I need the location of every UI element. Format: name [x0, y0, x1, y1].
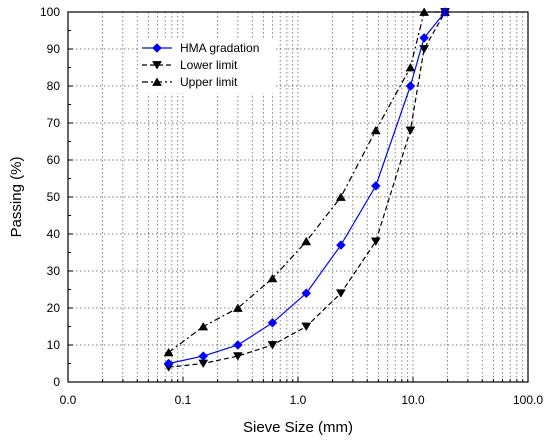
- legend-marker-lower-limit: [152, 61, 162, 70]
- y-tick-label: 70: [47, 116, 61, 130]
- series-hma-gradation: [163, 7, 450, 369]
- y-tick-label: 50: [47, 190, 61, 204]
- y-tick-label: 40: [47, 227, 61, 241]
- x-tick-label: 100.0: [513, 393, 543, 407]
- data-point-lower-limit: [232, 352, 243, 361]
- legend-marker-upper-limit: [152, 77, 162, 86]
- data-point-upper-limit: [232, 303, 243, 312]
- data-point-upper-limit: [301, 236, 312, 246]
- data-point-lower-limit: [267, 341, 278, 350]
- series-line-upper-limit: [168, 11, 446, 353]
- data-point-lower-limit: [198, 359, 209, 369]
- data-point-hma-gradation: [370, 181, 381, 191]
- legend-label-hma-gradation: HMA gradation: [180, 41, 259, 55]
- data-point-upper-limit: [335, 192, 346, 201]
- legend-marker-hma-gradation: [152, 43, 162, 53]
- x-tick-label: 10.0: [401, 393, 425, 407]
- legend: HMA gradation Lower limit Upper limit: [138, 38, 276, 93]
- y-tick-label: 60: [47, 153, 61, 167]
- data-point-hma-gradation: [198, 351, 209, 361]
- series-line-lower-limit: [168, 11, 446, 368]
- grid: [68, 12, 528, 382]
- data-point-hma-gradation: [267, 317, 278, 328]
- axis-ticks: 0.0 0.1 1.0 10.0 100.0 0 10 20 30 40 50 60 70 80 90 100: [40, 5, 543, 407]
- x-tick-label: 0.0: [60, 393, 77, 407]
- data-point-hma-gradation: [301, 288, 312, 299]
- legend-label-lower-limit: Lower limit: [180, 58, 238, 72]
- data-point-upper-limit: [163, 347, 174, 357]
- x-tick-label: 0.1: [175, 393, 192, 407]
- x-axis-title: Sieve Size (mm): [243, 419, 353, 436]
- y-tick-label: 90: [47, 42, 61, 56]
- data-point-hma-gradation: [336, 240, 346, 250]
- data-point-upper-limit: [370, 125, 381, 135]
- data-point-lower-limit: [301, 322, 312, 332]
- series-layer: [163, 7, 450, 372]
- y-tick-label: 20: [47, 301, 61, 315]
- data-point-lower-limit: [335, 289, 346, 298]
- data-point-upper-limit: [198, 321, 209, 331]
- x-tick-label: 1.0: [290, 393, 307, 407]
- y-tick-label: 0: [53, 375, 60, 389]
- y-tick-label: 10: [47, 338, 61, 352]
- data-point-upper-limit: [405, 62, 416, 72]
- data-point-hma-gradation: [419, 33, 429, 43]
- series-line-hma-gradation: [168, 11, 446, 365]
- data-point-hma-gradation: [405, 81, 416, 91]
- series-upper-limit: [163, 7, 450, 357]
- legend-label-upper-limit: Upper limit: [180, 75, 238, 89]
- y-tick-label: 30: [47, 264, 61, 278]
- y-tick-label: 100: [40, 5, 60, 19]
- y-axis-title: Passing (%): [8, 157, 25, 238]
- y-tick-label: 80: [47, 79, 61, 93]
- data-point-lower-limit: [405, 126, 416, 135]
- data-point-upper-limit: [267, 273, 278, 283]
- data-point-hma-gradation: [163, 358, 174, 369]
- data-point-lower-limit: [370, 237, 381, 246]
- data-point-hma-gradation: [233, 340, 243, 350]
